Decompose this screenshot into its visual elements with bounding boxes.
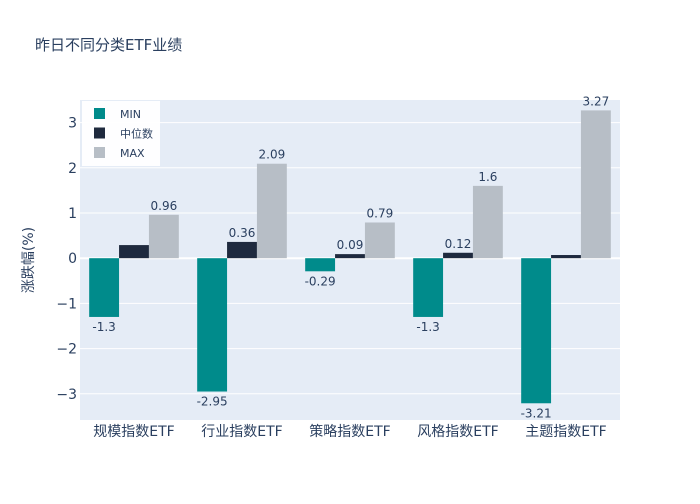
bar-MAX <box>580 110 611 259</box>
y-tick-label: 0 <box>68 251 77 267</box>
bar-MIN <box>413 258 444 317</box>
x-tick-label: 风格指数ETF <box>417 424 498 440</box>
data-label: 0.09 <box>337 238 364 252</box>
y-tick-label: 2 <box>68 161 77 177</box>
y-tick-label: −1 <box>56 296 77 312</box>
x-tick-label: 策略指数ETF <box>309 423 390 440</box>
bar-中位数 <box>119 245 149 259</box>
bar-MIN <box>305 258 336 272</box>
y-axis-label: 涨跌幅(%) <box>21 227 37 293</box>
data-label: 1.6 <box>478 170 497 184</box>
bars <box>89 110 611 404</box>
bar-中位数 <box>443 252 473 259</box>
y-tick-label: −3 <box>56 387 77 403</box>
y-axis-ticks: −3 −2 −1 0 1 2 3 <box>56 116 77 403</box>
data-labels: -1.3 0.96 -2.95 0.36 2.09 -0.29 0.09 0.79 -1.3 0.… <box>92 94 609 420</box>
bar-中位数 <box>335 254 365 259</box>
gridlines <box>80 122 620 395</box>
data-label: 0.36 <box>229 226 256 240</box>
legend-swatch <box>94 127 105 139</box>
data-label: 0.79 <box>367 206 394 220</box>
data-label: 0.96 <box>151 199 178 213</box>
x-tick-label: 主题指数ETF <box>525 424 606 440</box>
data-label: -3.21 <box>521 406 552 420</box>
bar-中位数 <box>227 241 257 259</box>
data-label: 2.09 <box>259 148 286 162</box>
bar-MAX <box>148 214 179 259</box>
y-tick-label: −2 <box>56 342 77 358</box>
legend-swatch <box>94 147 105 158</box>
data-label: -1.3 <box>92 320 115 334</box>
y-tick-label: 3 <box>68 116 77 132</box>
bar-MIN <box>89 258 120 317</box>
legend-label: MIN <box>120 108 141 121</box>
legend-label: MAX <box>120 147 145 160</box>
bar-MAX <box>472 185 503 259</box>
bar-MAX <box>256 163 287 259</box>
data-label: -1.3 <box>416 320 439 334</box>
x-tick-label: 规模指数ETF <box>93 424 174 440</box>
bar-MIN <box>521 258 552 404</box>
bar-中位数 <box>551 255 581 259</box>
legend-label: 中位数 <box>120 127 153 141</box>
bar-MAX <box>364 222 395 259</box>
data-label: -2.95 <box>197 395 228 409</box>
data-label: -0.29 <box>305 274 336 288</box>
chart-title: 昨日不同分类ETF业绩 <box>35 36 182 54</box>
y-tick-label: 1 <box>68 206 77 222</box>
legend: MIN 中位数 MAX <box>82 101 160 166</box>
data-label: 0.12 <box>445 237 472 251</box>
x-axis-ticks: 规模指数ETF 行业指数ETF 策略指数ETF 风格指数ETF 主题指数ETF <box>93 423 606 440</box>
x-tick-label: 行业指数ETF <box>201 424 282 440</box>
data-label: 3.27 <box>583 94 610 108</box>
legend-swatch <box>94 108 105 119</box>
bar-MIN <box>197 258 228 392</box>
